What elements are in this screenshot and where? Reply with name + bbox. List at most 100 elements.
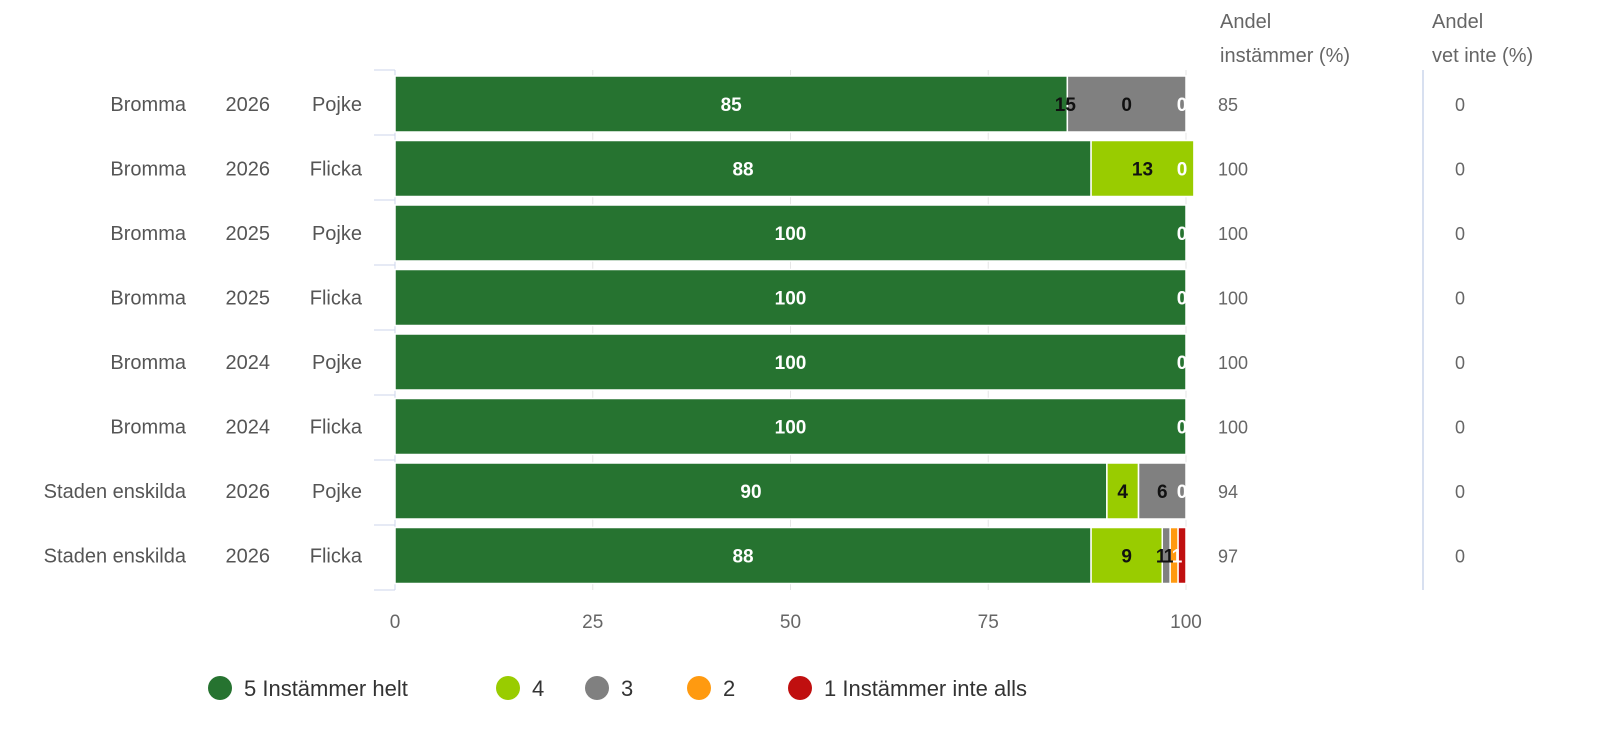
bar-4-series-0: [394, 333, 1187, 391]
bar-label-7-0: 88: [732, 547, 753, 568]
legend-label-2: 3: [621, 676, 633, 701]
side-column-1-value-3: 0: [1455, 289, 1465, 309]
category-label-area-7: Staden enskilda: [44, 546, 187, 568]
category-label-area-0: Bromma: [110, 94, 186, 116]
bar-label-0-0: 85: [721, 95, 743, 116]
category-label-year-3: 2025: [226, 288, 271, 310]
side-columns: Andel instämmer (%) 85 100 100 100 100 100 94 97 A…: [1218, 11, 1533, 590]
bar-label-zero-0-0: 15: [1055, 95, 1077, 116]
bar-label-zero-3-0: 0: [1177, 289, 1188, 310]
category-label-area-6: Staden enskilda: [44, 481, 187, 503]
category-label-year-2: 2025: [226, 223, 271, 245]
bar-0-series-2: [1066, 75, 1187, 133]
side-column-0-value-7: 97: [1218, 547, 1238, 567]
bar-label-1-0: 88: [732, 160, 753, 181]
x-tick-label-1: 25: [582, 612, 603, 633]
side-column-1-value-1: 0: [1455, 160, 1465, 180]
category-label-area-5: Bromma: [110, 417, 186, 439]
bar-label-2-0: 100: [775, 224, 807, 245]
x-tick-label-0: 0: [390, 612, 401, 633]
legend-label-4: 1 Instämmer inte alls: [824, 676, 1027, 701]
bar-label-6-0: 90: [740, 482, 761, 503]
side-column-header-0-line-0: Andel: [1220, 11, 1271, 33]
category-label-gender-4: Pojke: [312, 352, 362, 374]
legend-marker-4: [788, 676, 812, 700]
legend-item-4[interactable]: 1 Instämmer inte alls: [788, 676, 1027, 701]
side-column-1-value-6: 0: [1455, 482, 1465, 502]
side-column-1-value-2: 0: [1455, 224, 1465, 244]
category-label-year-1: 2026: [226, 159, 271, 181]
x-tick-label-3: 75: [978, 612, 999, 633]
side-column-0-value-2: 100: [1218, 224, 1248, 244]
legend-marker-3: [687, 676, 711, 700]
bar-label-zero-5-0: 0: [1177, 418, 1188, 439]
side-column-0-value-6: 94: [1218, 482, 1238, 502]
bar-label-7-2: 1: [1156, 547, 1167, 568]
bar-1-series-1: [1090, 139, 1195, 198]
bar-label-7-1: 9: [1121, 547, 1132, 568]
bar-label-7-4: 1: [1172, 547, 1183, 568]
category-label-gender-3: Flicka: [310, 288, 363, 310]
bar-7-series-1: [1090, 526, 1164, 585]
side-column-0-value-3: 100: [1218, 289, 1248, 309]
bar-3-series-0: [394, 268, 1187, 327]
bar-label-7-3: 1: [1164, 547, 1175, 568]
legend-label-0: 5 Instämmer helt: [244, 676, 408, 701]
value-axis: 0 25 50 75 100: [390, 612, 1202, 633]
category-label-area-2: Bromma: [110, 223, 186, 245]
category-label-area-4: Bromma: [110, 352, 186, 374]
x-tick-label-2: 50: [780, 612, 801, 633]
category-label-year-0: 2026: [226, 94, 271, 116]
side-column-0-value-4: 100: [1218, 353, 1248, 373]
side-column-header-1-line-1: vet inte (%): [1432, 45, 1533, 67]
legend[interactable]: 5 Instämmer helt 4 3 2 1 Instämmer inte alls: [208, 676, 1027, 701]
side-column-0-value-5: 100: [1218, 418, 1248, 438]
side-column-header-1-line-0: Andel: [1432, 11, 1483, 33]
bars: [394, 75, 1195, 585]
legend-item-0[interactable]: 5 Instämmer helt: [208, 676, 408, 701]
bar-label-4-0: 100: [775, 353, 807, 374]
bar-0-series-0: [394, 75, 1069, 133]
bar-7-series-4: [1177, 526, 1187, 585]
bar-label-zero-2-0: 0: [1177, 224, 1188, 245]
category-label-gender-6: Pojke: [312, 481, 362, 503]
category-axis: Bromma 2026 Pojke Bromma 2026 Flicka Bromma 202…: [44, 69, 396, 591]
category-label-area-1: Bromma: [110, 159, 186, 181]
legend-marker-1: [496, 676, 520, 700]
side-column-0-value-0: 85: [1218, 95, 1238, 115]
bar-6-series-2: [1137, 462, 1187, 520]
legend-label-1: 4: [532, 676, 544, 701]
x-tick-label-4: 100: [1170, 612, 1202, 633]
bar-label-6-1: 4: [1117, 482, 1128, 503]
side-column-header-0-line-1: instämmer (%): [1220, 45, 1350, 67]
bar-7-series-0: [394, 526, 1092, 585]
legend-item-2[interactable]: 3: [585, 676, 633, 701]
legend-item-3[interactable]: 2: [687, 676, 735, 701]
side-column-1-value-0: 0: [1455, 95, 1465, 115]
bar-label-zero-1-0: 0: [1177, 160, 1188, 181]
bar-label-zero-6-0: 0: [1177, 482, 1188, 503]
bar-label-6-2: 6: [1157, 482, 1168, 503]
bar-2-series-0: [394, 204, 1187, 262]
bar-label-zero-0-1: 0: [1177, 95, 1188, 116]
bar-label-0-1: 0: [1121, 95, 1132, 116]
category-label-year-7: 2026: [226, 546, 271, 568]
legend-item-1[interactable]: 4: [496, 676, 544, 701]
category-label-year-6: 2026: [226, 481, 271, 503]
side-column-1-value-4: 0: [1455, 353, 1465, 373]
category-label-gender-1: Flicka: [310, 159, 363, 181]
bar-6-series-0: [394, 462, 1108, 520]
bar-label-5-0: 100: [775, 418, 807, 439]
bar-1-series-0: [394, 139, 1092, 198]
legend-label-3: 2: [723, 676, 735, 701]
category-label-gender-7: Flicka: [310, 546, 363, 568]
category-label-area-3: Bromma: [110, 288, 186, 310]
bar-label-zero-4-0: 0: [1177, 353, 1188, 374]
legend-marker-0: [208, 676, 232, 700]
category-label-gender-2: Pojke: [312, 223, 362, 245]
legend-marker-2: [585, 676, 609, 700]
category-label-year-5: 2024: [226, 417, 271, 439]
bar-label-1-1: 13: [1132, 160, 1153, 181]
bar-label-3-0: 100: [775, 289, 807, 310]
